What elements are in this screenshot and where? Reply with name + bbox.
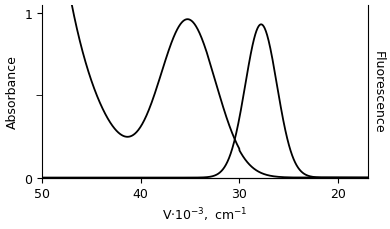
X-axis label: $\mathsf{V{\cdot}10^{-3},\ cm^{-1}}$: $\mathsf{V{\cdot}10^{-3},\ cm^{-1}}$ bbox=[162, 206, 248, 224]
Y-axis label: Fluorescence: Fluorescence bbox=[371, 51, 385, 133]
Y-axis label: Absorbance: Absorbance bbox=[5, 55, 19, 128]
